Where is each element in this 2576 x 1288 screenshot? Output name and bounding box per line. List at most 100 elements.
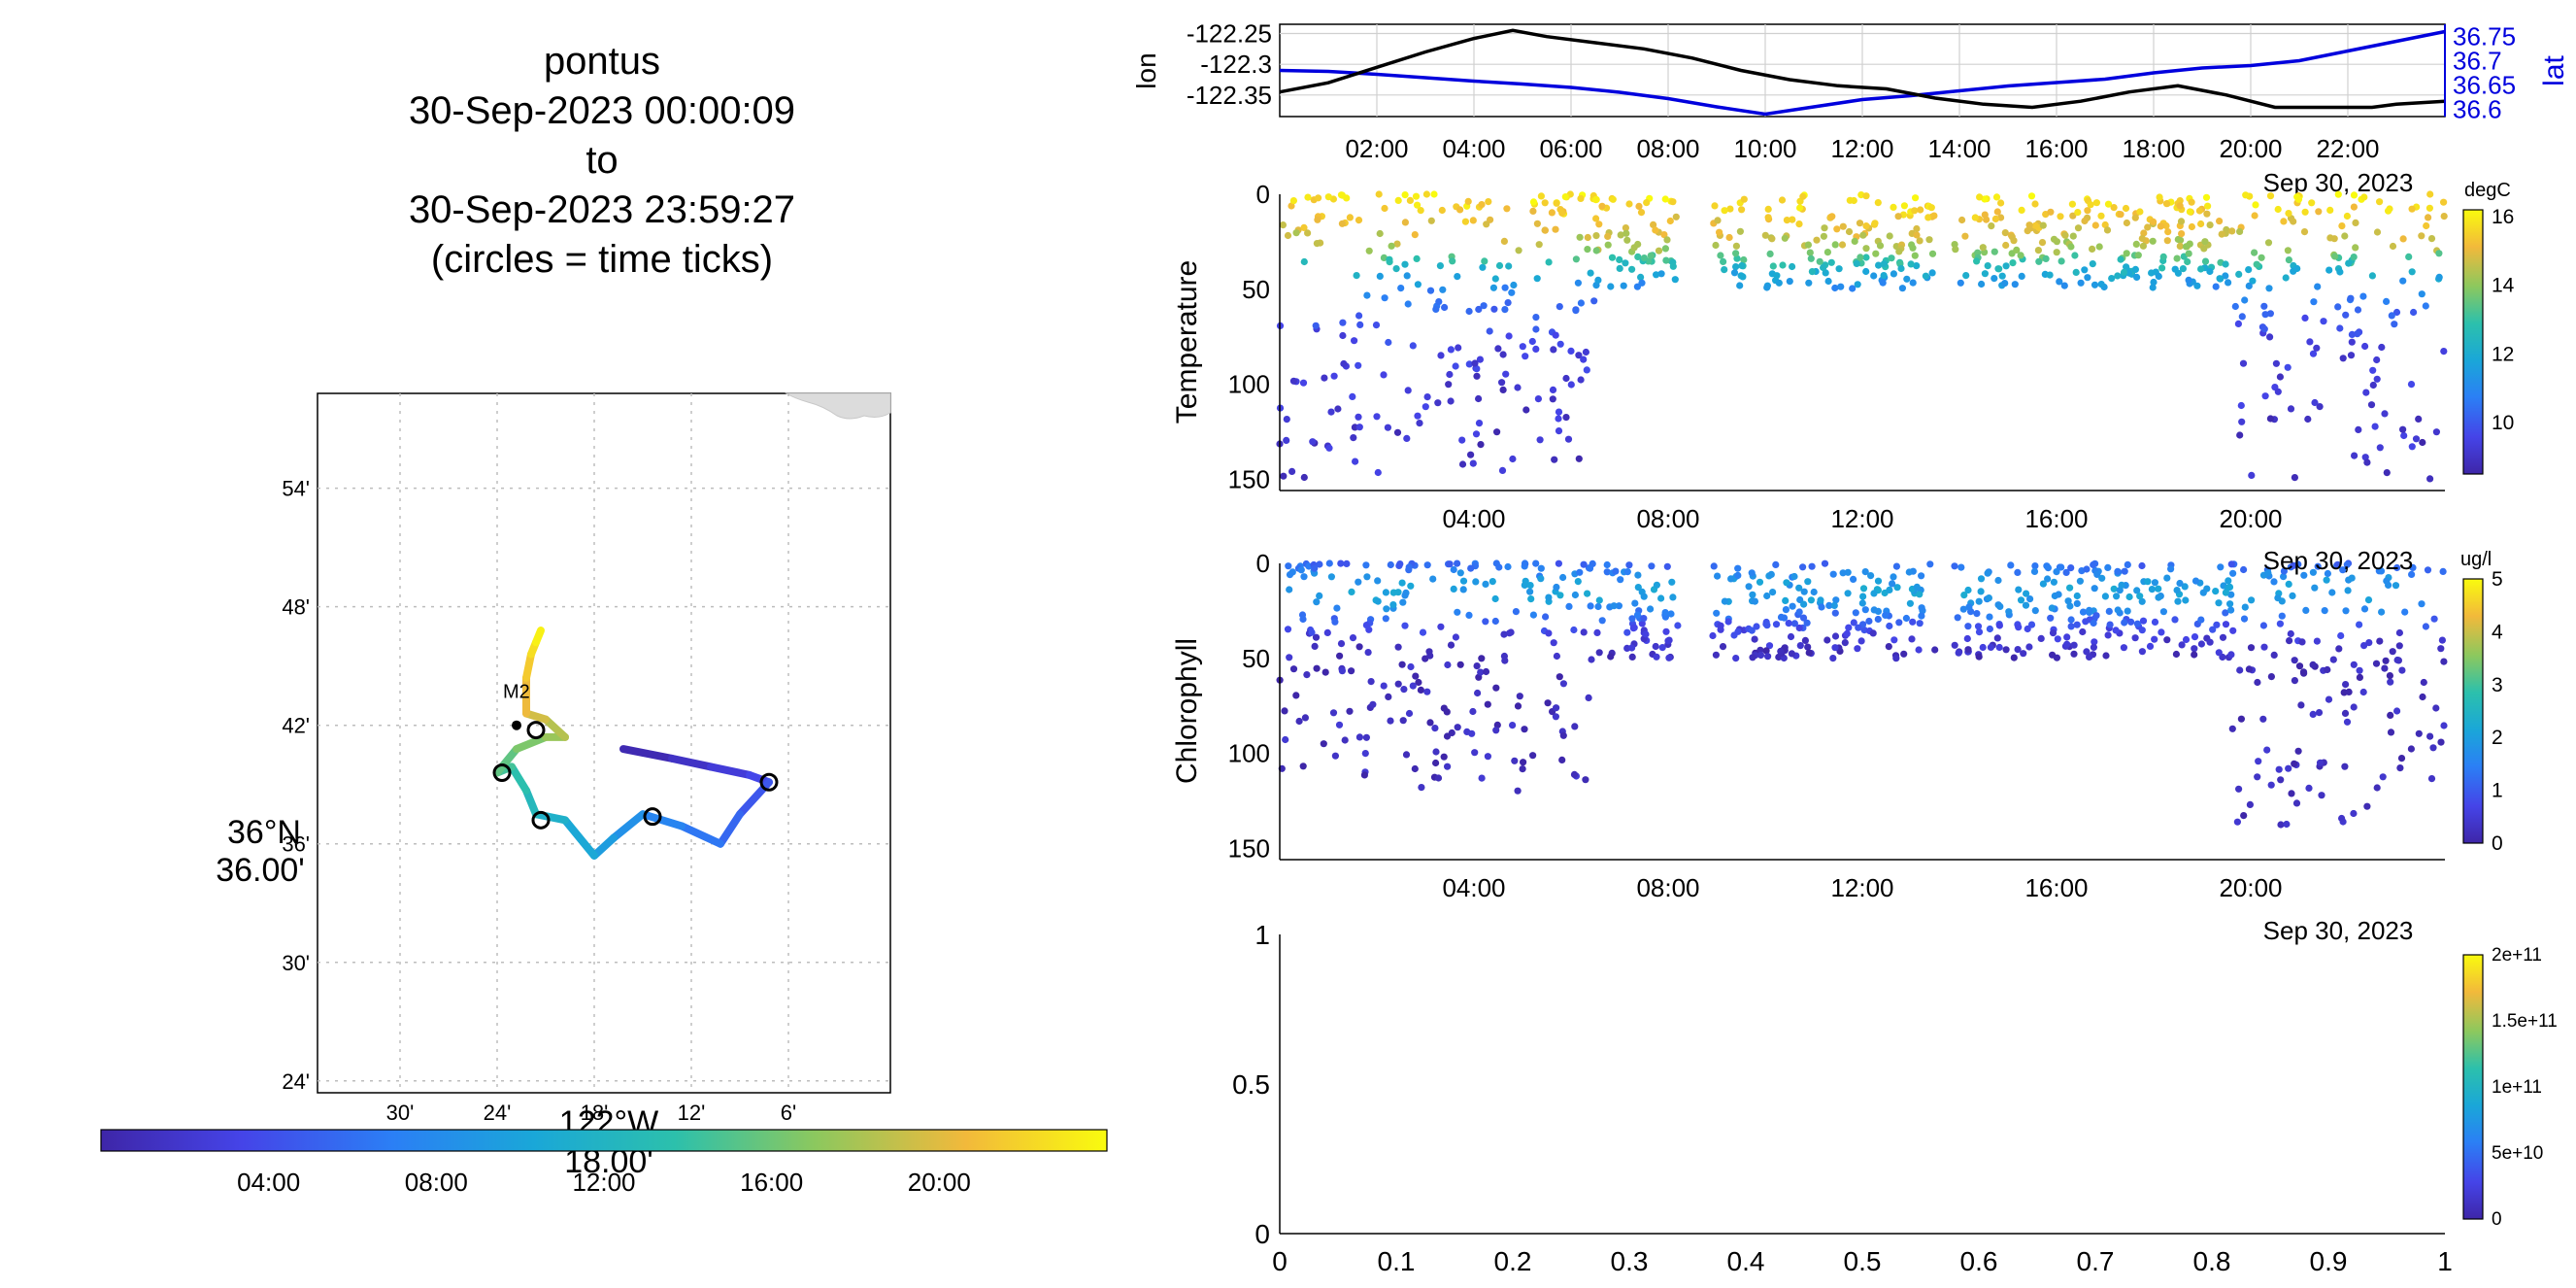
track-segment [668, 754, 715, 771]
lon-tick-label: -122.35 [1187, 81, 1272, 110]
data-point [1399, 598, 1407, 606]
data-point [2184, 257, 2191, 266]
data-point [1521, 726, 1528, 733]
data-point [1663, 562, 1671, 570]
data-point [1409, 682, 1417, 690]
data-point [1628, 265, 1636, 273]
data-point [1423, 561, 1431, 569]
data-point [2062, 568, 2070, 577]
track-map: M2 30' 24' 18' 12' 6' 54' 48' 42' 36' 30… [100, 392, 1108, 1197]
data-point [1991, 248, 1998, 255]
data-point [1732, 242, 1740, 250]
data-point [1339, 319, 1347, 326]
data-point [1827, 258, 1835, 266]
data-point [1778, 196, 1787, 204]
data-point [2368, 272, 2376, 280]
colorbar-tick-label: 12 [2492, 343, 2514, 365]
data-point [2261, 392, 2269, 400]
data-point [1520, 759, 1527, 766]
data-point [1805, 649, 1813, 657]
data-point [1473, 372, 1481, 380]
data-point [2437, 645, 2445, 653]
data-point [1313, 240, 1321, 248]
track-segment [493, 745, 520, 777]
colorbar-tick-label: 0 [2492, 1209, 2502, 1230]
data-point [2124, 607, 2131, 615]
data-point [1373, 413, 1381, 421]
data-point [1454, 608, 1461, 616]
title-line: 30-Sep-2023 23:59:27 [408, 188, 796, 231]
data-point [1622, 259, 1629, 267]
data-point [1662, 627, 1670, 635]
data-point [2084, 274, 2091, 282]
data-point [1380, 682, 1388, 690]
data-point [1733, 254, 1741, 262]
data-point [2427, 775, 2436, 783]
data-point [1849, 285, 1857, 292]
data-point [1856, 220, 1864, 227]
data-point [2252, 201, 2259, 209]
data-point [1805, 279, 1813, 287]
data-point [2140, 229, 2148, 237]
data-point [1871, 220, 1879, 227]
data-point [1544, 699, 1552, 707]
data-point [2260, 643, 2268, 651]
data-point [2350, 703, 2358, 711]
data-point [1880, 272, 1888, 280]
data-point [2179, 265, 2187, 273]
data-point [2392, 582, 2400, 590]
data-point [1829, 655, 1837, 662]
data-point [2323, 576, 2330, 584]
data-point [1582, 776, 1589, 784]
lon-axis-ticks: -122.25 -122.3 -122.35 [1187, 19, 1272, 110]
track-segment [522, 650, 535, 682]
data-point [1717, 252, 1724, 259]
data-point [2324, 665, 2331, 674]
data-point [2274, 205, 2282, 214]
data-point [2001, 229, 2009, 237]
time-tick-circle [531, 810, 551, 830]
data-point [1320, 740, 1327, 748]
data-point [1964, 646, 1972, 654]
data-point [2176, 202, 2184, 210]
data-point [1973, 257, 1981, 265]
data-point [1532, 325, 1540, 333]
data-point [1552, 331, 1559, 339]
data-point [1971, 214, 1979, 221]
data-point [1745, 583, 1753, 591]
data-point [1300, 473, 1308, 482]
data-point [1900, 650, 1908, 658]
data-point [1874, 199, 1882, 207]
data-point [2361, 454, 2369, 461]
data-point [1913, 224, 1921, 233]
data-point [2070, 650, 2078, 658]
data-point [1280, 472, 1288, 480]
data-point [1769, 262, 1777, 270]
data-point [1616, 264, 1623, 272]
data-point [1362, 622, 1370, 629]
data-point [1859, 231, 1867, 239]
data-point [1572, 255, 1580, 263]
data-point [1772, 621, 1781, 628]
data-point [2002, 646, 2010, 654]
data-point [1447, 641, 1455, 649]
data-point [1607, 283, 1615, 290]
data-point [1575, 352, 1583, 359]
data-point [2202, 193, 2211, 201]
data-point [1482, 580, 1489, 589]
data-point [1892, 562, 1900, 570]
data-point [2101, 220, 2109, 229]
data-point [1721, 597, 1728, 605]
colorbar-tick-label: 16:00 [740, 1168, 803, 1197]
data-point [2264, 569, 2272, 577]
data-point [1450, 565, 1457, 574]
data-point [2339, 566, 2347, 574]
data-point [2291, 760, 2298, 767]
data-point [1897, 264, 1905, 273]
data-point [2372, 660, 2381, 667]
data-point [2305, 784, 2313, 793]
data-point [1808, 268, 1816, 276]
data-point [2117, 211, 2124, 219]
data-point [1931, 646, 1939, 654]
